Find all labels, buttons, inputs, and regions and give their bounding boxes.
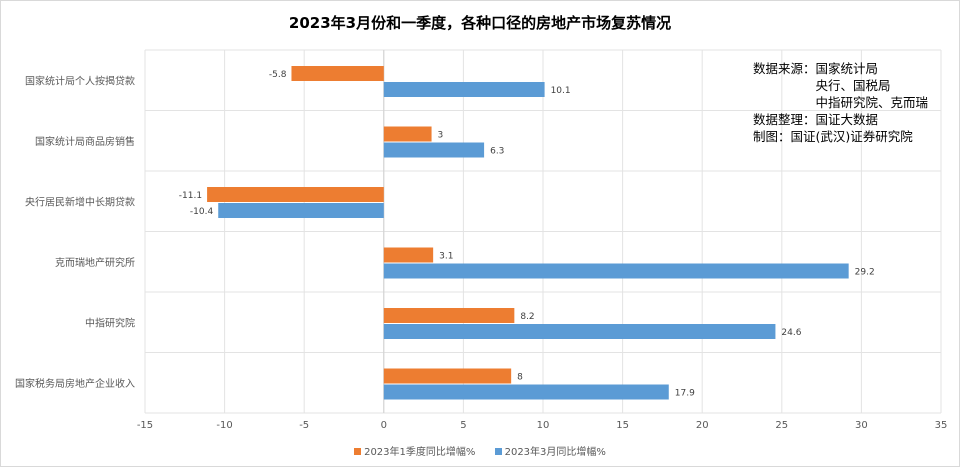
category-label: 中指研究院 (85, 316, 135, 329)
bar (383, 308, 515, 323)
bar (218, 203, 384, 218)
legend-swatch (354, 448, 362, 455)
note-line: 数据整理：国证大数据 (753, 112, 879, 127)
note-line: 制图：国证(武汉)证券研究院 (753, 129, 913, 144)
bar (383, 247, 434, 263)
category-label: 克而瑞地产研究所 (55, 256, 135, 269)
legend-item-march: 2023年3月同比增幅% (494, 443, 606, 458)
bar (383, 82, 545, 97)
data-label: 6.3 (490, 147, 504, 157)
note-line: 中指研究院、克而瑞 (753, 95, 929, 110)
data-label: 29.2 (855, 268, 875, 278)
data-label: 8 (517, 373, 523, 383)
chart-title: 2023年3月份和一季度，各种口径的房地产市场复苏情况 (288, 14, 672, 32)
data-label: 10.1 (551, 86, 571, 96)
bar (383, 324, 776, 339)
data-label: 8.2 (520, 312, 534, 322)
x-tick-label: 20 (696, 420, 709, 431)
data-label: 24.6 (781, 328, 801, 338)
bar (383, 142, 485, 158)
bar (383, 368, 512, 384)
category-label: 国家统计局个人按揭贷款 (25, 74, 135, 87)
x-tick-label: 15 (616, 420, 629, 431)
category-label: 国家统计局商品房销售 (35, 135, 135, 148)
x-tick-label: -5 (299, 420, 309, 431)
category-label: 央行居民新增中长期贷款 (25, 195, 135, 208)
data-label: -10.4 (190, 207, 214, 217)
data-label: 3.1 (439, 252, 453, 262)
x-tick-label: -10 (216, 420, 232, 431)
x-tick-label: 0 (381, 420, 387, 431)
x-tick-label: -15 (137, 420, 153, 431)
data-label: 3 (438, 131, 444, 141)
bar (291, 66, 384, 81)
legend: 2023年1季度同比增幅% 2023年3月同比增幅% (0, 443, 960, 458)
x-tick-label: 5 (460, 420, 466, 431)
data-label: -5.8 (269, 70, 287, 80)
legend-label: 2023年3月同比增幅% (504, 447, 606, 458)
bar (207, 187, 384, 202)
source-note: 数据来源：国家统计局 央行、国税局 中指研究院、克而瑞 数据整理：国证大数据制图：… (753, 60, 928, 145)
legend-swatch (494, 448, 502, 455)
data-label: 17.9 (675, 389, 695, 399)
x-tick-label: 10 (537, 420, 550, 431)
note-line: 数据来源：国家统计局 (753, 61, 879, 76)
x-tick-label: 25 (775, 420, 788, 431)
bar (383, 384, 669, 400)
x-tick-label: 30 (855, 420, 868, 431)
x-tick-label: 35 (935, 420, 948, 431)
category-label: 国家税务局房地产企业收入 (15, 377, 135, 390)
note-line: 央行、国税局 (753, 78, 891, 93)
legend-label: 2023年1季度同比增幅% (364, 447, 476, 458)
bar (383, 126, 432, 142)
data-label: -11.1 (179, 191, 202, 201)
bar (383, 263, 849, 279)
legend-item-q1: 2023年1季度同比增幅% (354, 443, 475, 458)
